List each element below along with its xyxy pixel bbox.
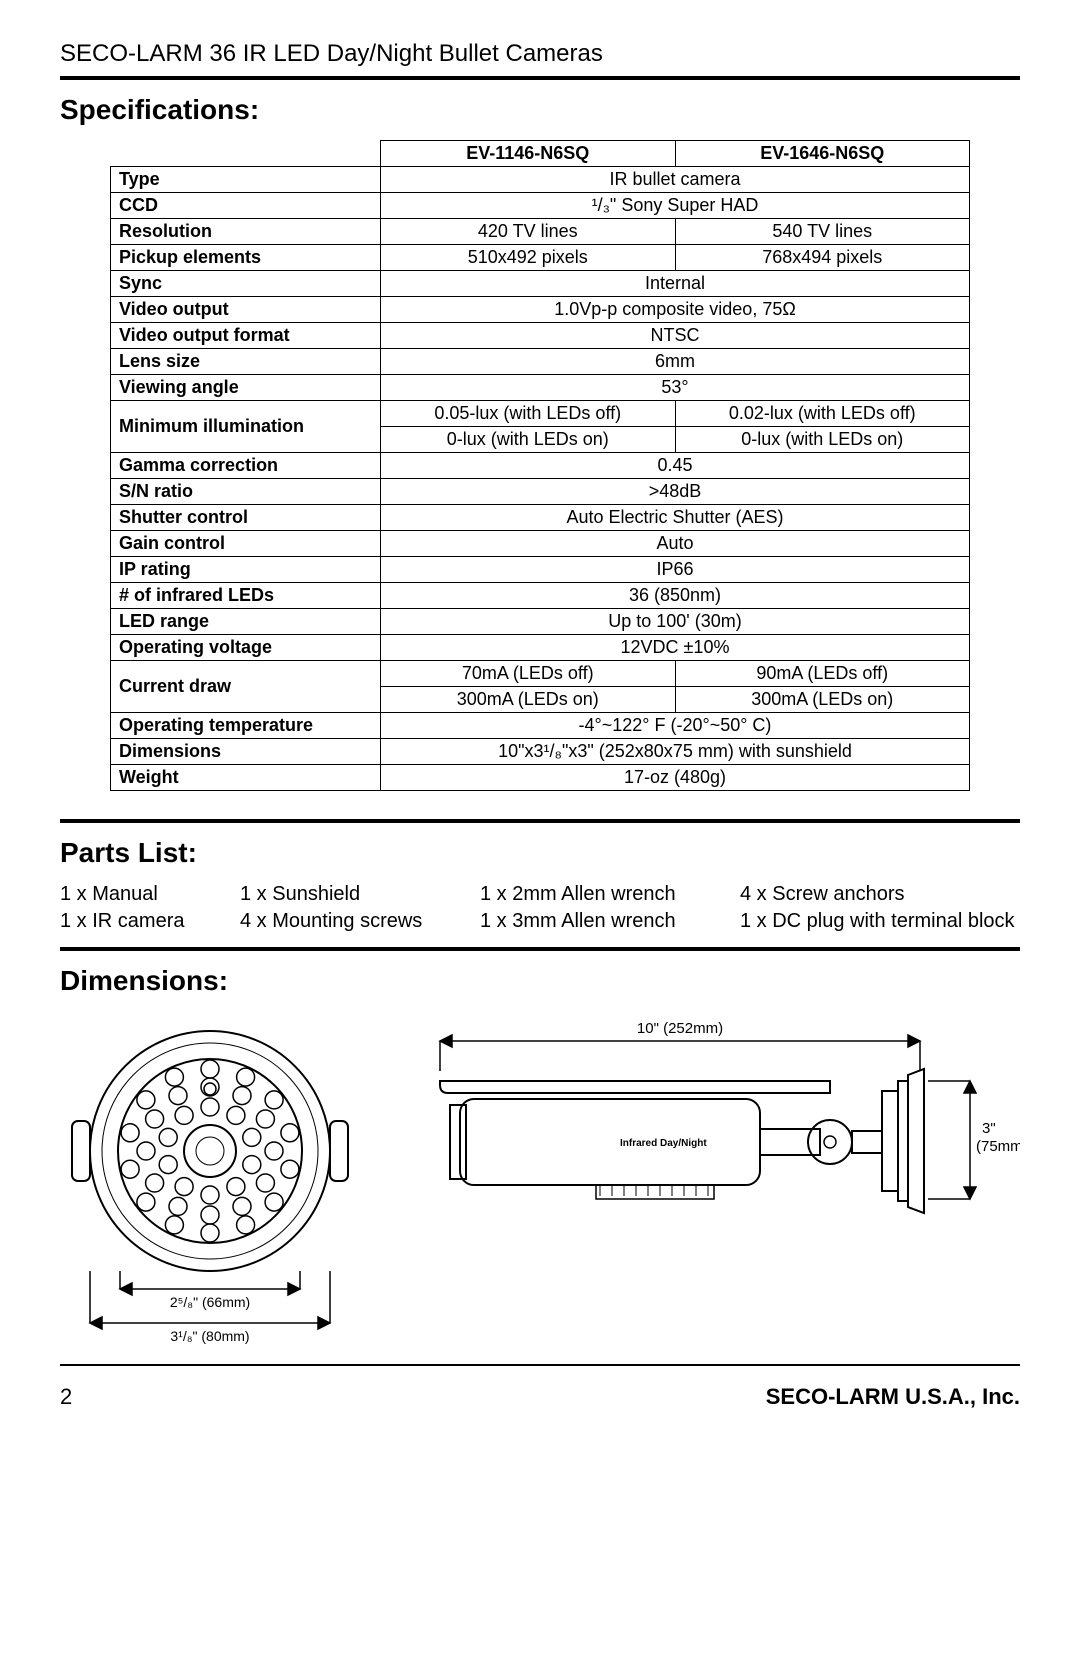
svg-text:(75mm): (75mm) <box>976 1138 1020 1155</box>
parts-item: 4 x Mounting screws <box>240 910 480 933</box>
divider <box>60 819 1020 823</box>
spec-value: Auto Electric Shutter (AES) <box>381 505 970 531</box>
parts-list: 1 x Manual1 x Sunshield1 x 2mm Allen wre… <box>60 883 1020 933</box>
parts-item: 1 x 2mm Allen wrench <box>480 883 740 906</box>
parts-item: 1 x IR camera <box>60 910 240 933</box>
spec-value: 10"x3¹/₈"x3" (252x80x75 mm) with sunshie… <box>381 739 970 765</box>
spec-value: 17-oz (480g) <box>381 765 970 791</box>
parts-item: 1 x 3mm Allen wrench <box>480 910 740 933</box>
spec-value: NTSC <box>381 323 970 349</box>
divider <box>60 1364 1020 1366</box>
dimensions-heading: Dimensions: <box>60 965 1020 997</box>
table-header: EV-1146-N6SQ <box>381 141 676 167</box>
spec-label: S/N ratio <box>111 479 381 505</box>
svg-text:10" (252mm): 10" (252mm) <box>637 1020 723 1037</box>
dim-front-outer: 3¹/₈" (80mm) <box>170 1328 249 1344</box>
spec-label: Operating temperature <box>111 713 381 739</box>
spec-label: Dimensions <box>111 739 381 765</box>
divider <box>60 947 1020 951</box>
spec-value: 510x492 pixels <box>381 245 676 271</box>
dim-front-inner: 2⁵/₈" (66mm) <box>170 1294 250 1310</box>
spec-value: 300mA (LEDs on) <box>381 687 676 713</box>
page-title: SECO-LARM 36 IR LED Day/Night Bullet Cam… <box>60 40 1020 68</box>
spec-value: 300mA (LEDs on) <box>675 687 970 713</box>
spec-label: Type <box>111 167 381 193</box>
spec-value: >48dB <box>381 479 970 505</box>
spec-label: Operating voltage <box>111 635 381 661</box>
parts-item: 1 x Manual <box>60 883 240 906</box>
table-header: EV-1646-N6SQ <box>675 141 970 167</box>
divider <box>60 76 1020 80</box>
spec-label: Video output <box>111 297 381 323</box>
spec-label: Gain control <box>111 531 381 557</box>
dimensions-diagram: 2⁵/₈" (66mm) 3¹/₈" (80mm) <box>60 1011 1020 1356</box>
camera-front-view: 2⁵/₈" (66mm) 3¹/₈" (80mm) <box>60 1011 360 1356</box>
spec-value: 0.05-lux (with LEDs off) <box>381 401 676 427</box>
spec-label: Viewing angle <box>111 375 381 401</box>
spec-label: Sync <box>111 271 381 297</box>
spec-value: 12VDC ±10% <box>381 635 970 661</box>
spec-value: 0-lux (with LEDs on) <box>381 427 676 453</box>
parts-item: 1 x Sunshield <box>240 883 480 906</box>
spec-label: Shutter control <box>111 505 381 531</box>
spec-value: Auto <box>381 531 970 557</box>
spec-value: 768x494 pixels <box>675 245 970 271</box>
spec-label: IP rating <box>111 557 381 583</box>
page: SECO-LARM 36 IR LED Day/Night Bullet Cam… <box>0 0 1080 1440</box>
svg-text:Infrared Day/Night: Infrared Day/Night <box>620 1138 707 1149</box>
spec-value: ¹/₃" Sony Super HAD <box>381 193 970 219</box>
spec-label: Pickup elements <box>111 245 381 271</box>
spec-label: # of infrared LEDs <box>111 583 381 609</box>
spec-label: CCD <box>111 193 381 219</box>
spec-label: Gamma correction <box>111 453 381 479</box>
spec-label: Resolution <box>111 219 381 245</box>
spec-value: 420 TV lines <box>381 219 676 245</box>
page-number: 2 <box>60 1384 72 1410</box>
parts-item: 4 x Screw anchors <box>740 883 1020 906</box>
company-name: SECO-LARM U.S.A., Inc. <box>766 1384 1020 1410</box>
spec-value: 0-lux (with LEDs on) <box>675 427 970 453</box>
parts-item: 1 x DC plug with terminal block <box>740 910 1020 933</box>
spec-label: Minimum illumination <box>111 401 381 453</box>
spec-value: 36 (850nm) <box>381 583 970 609</box>
spec-value: -4°~122° F (-20°~50° C) <box>381 713 970 739</box>
spec-value: 70mA (LEDs off) <box>381 661 676 687</box>
parts-list-heading: Parts List: <box>60 837 1020 869</box>
spec-value: Internal <box>381 271 970 297</box>
specifications-table: EV-1146-N6SQEV-1646-N6SQ TypeIR bullet ca… <box>110 140 970 791</box>
spec-label: Current draw <box>111 661 381 713</box>
spec-label: Lens size <box>111 349 381 375</box>
spec-label: Weight <box>111 765 381 791</box>
spec-value: IR bullet camera <box>381 167 970 193</box>
spec-value: Up to 100' (30m) <box>381 609 970 635</box>
spec-value: 1.0Vp-p composite video, 75Ω <box>381 297 970 323</box>
page-footer: 2 SECO-LARM U.S.A., Inc. <box>60 1384 1020 1410</box>
spec-value: IP66 <box>381 557 970 583</box>
specifications-heading: Specifications: <box>60 94 1020 126</box>
spec-value: 0.45 <box>381 453 970 479</box>
spec-value: 540 TV lines <box>675 219 970 245</box>
camera-side-view: 10" (252mm) <box>400 1011 1020 1296</box>
spec-value: 6mm <box>381 349 970 375</box>
svg-text:3": 3" <box>982 1120 996 1137</box>
spec-label: LED range <box>111 609 381 635</box>
spec-value: 53° <box>381 375 970 401</box>
spec-value: 0.02-lux (with LEDs off) <box>675 401 970 427</box>
spec-value: 90mA (LEDs off) <box>675 661 970 687</box>
spec-label: Video output format <box>111 323 381 349</box>
